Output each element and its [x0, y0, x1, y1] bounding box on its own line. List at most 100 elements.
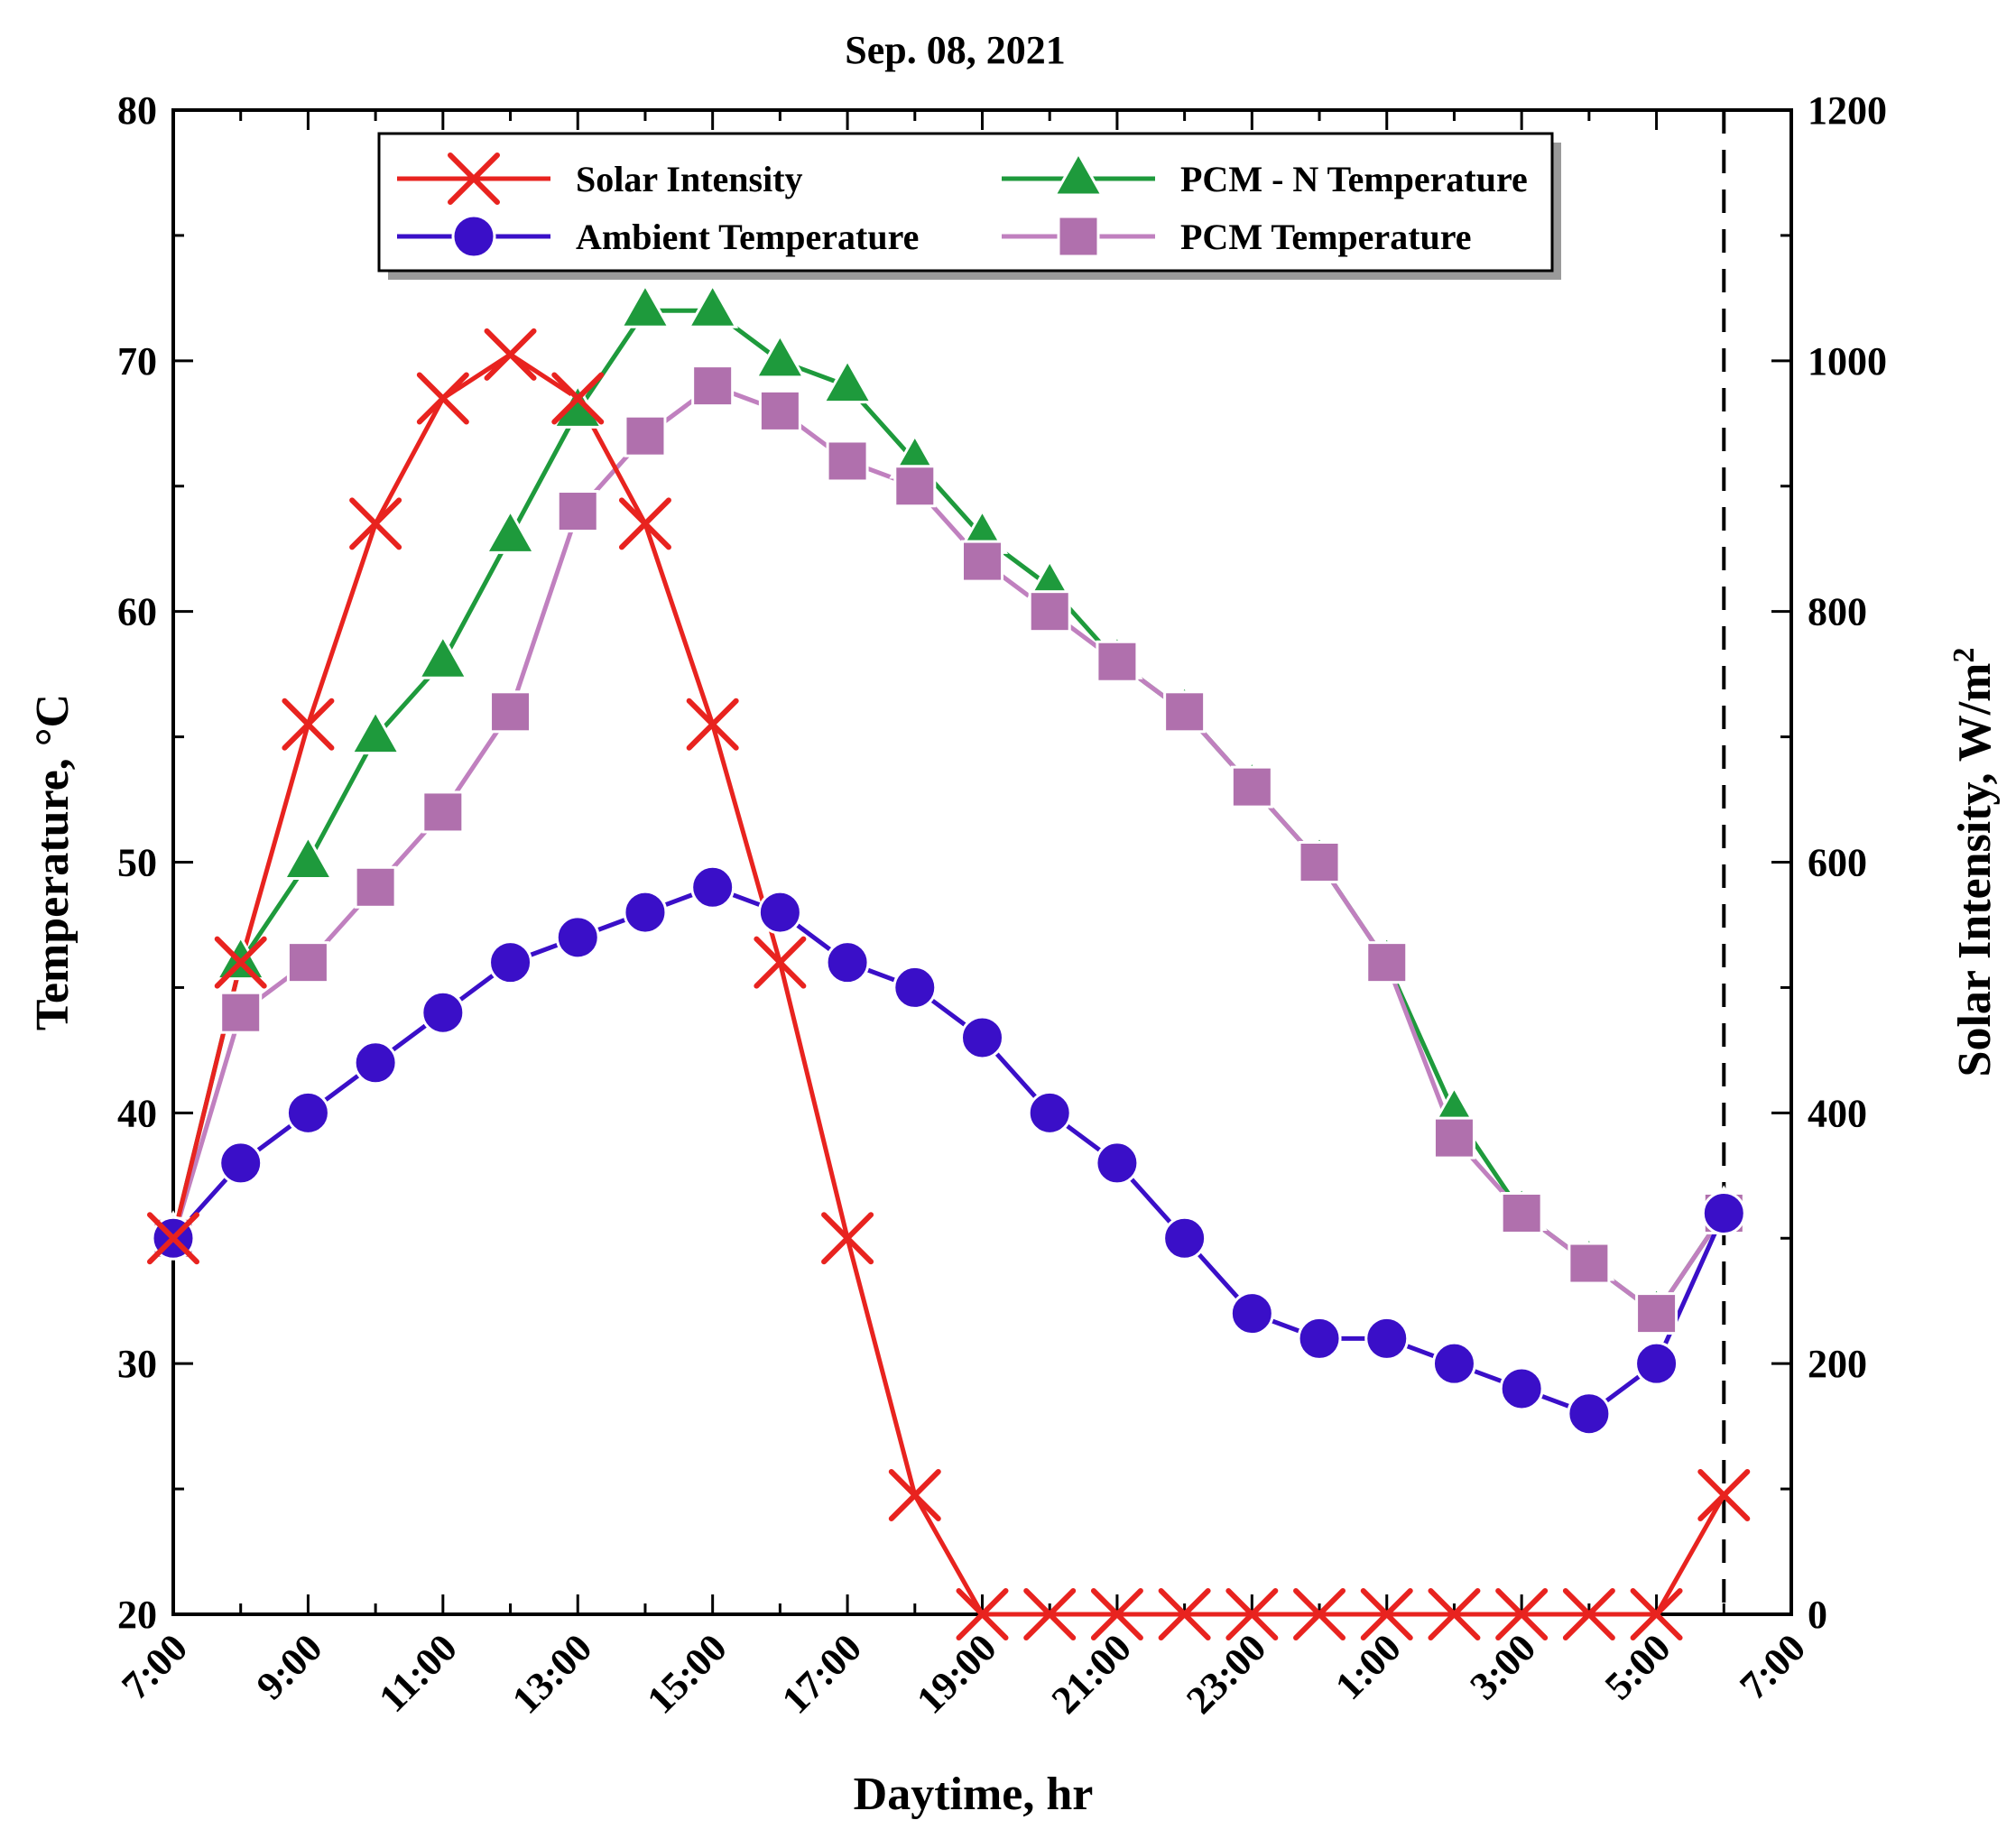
solar-intensity-line [171, 352, 1726, 1617]
ambient-temperature-point [421, 990, 466, 1035]
legend-swatch-marker [448, 152, 500, 205]
pcm-temperature-markers [152, 365, 1745, 1335]
ambient-temperature-point [892, 965, 938, 1010]
y2-tick-label: 600 [1808, 841, 1867, 885]
pcm-temperature-point [826, 439, 869, 483]
x-tick-label: 1:00 [1327, 1625, 1410, 1708]
solar-intensity-point [888, 1469, 941, 1522]
solar-intensity-point [1495, 1588, 1549, 1640]
pcm-n-temperature-point [484, 508, 537, 554]
plot-frame [171, 108, 1793, 1616]
legend-swatch-marker [1057, 215, 1100, 258]
pcm-temperature-point [1163, 690, 1207, 734]
legend-item-pcm-temperature: PCM Temperature [1002, 215, 1472, 258]
x-tick-label: 23:00 [1178, 1625, 1274, 1722]
solar-intensity-point [821, 1212, 874, 1265]
ambient-temperature-point [1095, 1141, 1140, 1186]
x-tick-label: 5:00 [1596, 1625, 1679, 1708]
solar-intensity-point [618, 497, 671, 550]
ambient-temperature-point [218, 1141, 264, 1186]
y2-axis-title: Solar Intensity, W/m2 [1947, 648, 2001, 1077]
x-tick-label: 7:00 [113, 1625, 196, 1708]
x-axis-title: Daytime, hr [854, 1769, 1094, 1820]
pcm-temperature-point [219, 991, 263, 1034]
x-tick-label: 9:00 [248, 1625, 331, 1708]
pcm-temperature-point [421, 790, 465, 834]
pcm-temperature-point [1230, 765, 1273, 808]
legend-item-ambient-temperature: Ambient Temperature [397, 214, 919, 259]
series-markers [147, 282, 1751, 1640]
solar-intensity-point [1697, 1469, 1751, 1522]
legend-label: Solar Intensity [576, 159, 803, 199]
solar-intensity-point [551, 372, 605, 425]
x-tick-label: 19:00 [908, 1625, 1004, 1722]
pcm-temperature-point [893, 465, 937, 508]
legend-swatch-marker [1052, 150, 1105, 197]
ambient-temperature-point [960, 1015, 1004, 1060]
y-tick-label: 70 [117, 339, 157, 383]
solar-intensity-point [1428, 1588, 1481, 1640]
y2-tick-label: 800 [1808, 590, 1867, 634]
solar-intensity-point [1562, 1588, 1615, 1640]
solar-intensity-point [214, 936, 267, 989]
ambient-temperature-point [1297, 1316, 1342, 1361]
legend-item-solar-intensity: Solar Intensity [397, 152, 803, 205]
pcm-n-temperature-point [619, 282, 671, 328]
pcm-temperature-point [1028, 590, 1071, 633]
legend-box [377, 132, 1554, 273]
pcm-temperature-point [1096, 640, 1139, 683]
ambient-temperature-point [1162, 1215, 1207, 1261]
ambient-temperature-point [1431, 1341, 1476, 1386]
solar-intensity-point [1090, 1588, 1143, 1640]
ambient-temperature-point [555, 915, 600, 960]
y-tick-label: 20 [117, 1593, 157, 1637]
ambient-temperature-point [1634, 1341, 1679, 1386]
solar-intensity-point [416, 372, 469, 425]
plot-border [171, 108, 1793, 1616]
solar-intensity-markers [147, 328, 1751, 1640]
legend: Solar Intensity PCM - N Temperature Ambien… [377, 132, 1561, 280]
legend-label: PCM Temperature [1180, 217, 1472, 257]
pcm-n-temperature-point [417, 633, 469, 679]
chart-title: Sep. 08, 2021 [845, 28, 1065, 72]
x-tick-label: 3:00 [1462, 1625, 1545, 1708]
x-tick-label: 17:00 [773, 1625, 870, 1722]
y2-axis-title-superscript: 2 [1947, 648, 1981, 663]
pcm-temperature-point [961, 540, 1003, 583]
solar-intensity-point [484, 328, 537, 381]
solar-intensity-point [1293, 1588, 1346, 1640]
solar-intensity-point [754, 936, 807, 989]
ambient-temperature-point [1701, 1190, 1746, 1235]
legend-swatch-marker [451, 214, 496, 259]
solar-intensity-point [956, 1588, 1009, 1640]
pcm-temperature-line [171, 383, 1726, 1317]
ambient-temperature-point [1027, 1090, 1072, 1135]
ambient-temperature-point [623, 890, 668, 935]
y-tick-label: 80 [117, 88, 157, 133]
y2-tick-label: 1200 [1808, 88, 1887, 133]
pcm-n-temperature-point [687, 282, 739, 328]
y2-tick-label: 200 [1808, 1342, 1867, 1386]
y-axis-title: Temperature, °C [27, 694, 79, 1030]
legend-label: PCM - N Temperature [1180, 159, 1528, 199]
pcm-temperature-point [1432, 1116, 1475, 1160]
pcm-n-temperature-point [349, 708, 402, 755]
x-tick-label: 13:00 [504, 1625, 600, 1722]
solar-intensity-point [147, 1212, 199, 1265]
pcm-n-temperature-markers [147, 282, 1750, 1332]
pcm-temperature-point [1567, 1242, 1611, 1285]
x-tick-label: 11:00 [370, 1625, 466, 1721]
pcm-n-temperature-point [754, 332, 806, 379]
ambient-temperature-point [1364, 1316, 1410, 1361]
ambient-temperature-point [1229, 1291, 1274, 1336]
ambient-temperature-point [690, 864, 735, 910]
pcm-temperature-point [556, 490, 599, 533]
pcm-n-temperature-point [215, 934, 267, 981]
y2-tick-label: 1000 [1808, 339, 1887, 383]
y-tick-label: 40 [117, 1091, 157, 1135]
solar-intensity-point [1023, 1588, 1077, 1640]
ambient-temperature-point [285, 1090, 330, 1135]
solar-intensity-point [1630, 1588, 1683, 1640]
ambient-temperature-point [1567, 1391, 1612, 1437]
